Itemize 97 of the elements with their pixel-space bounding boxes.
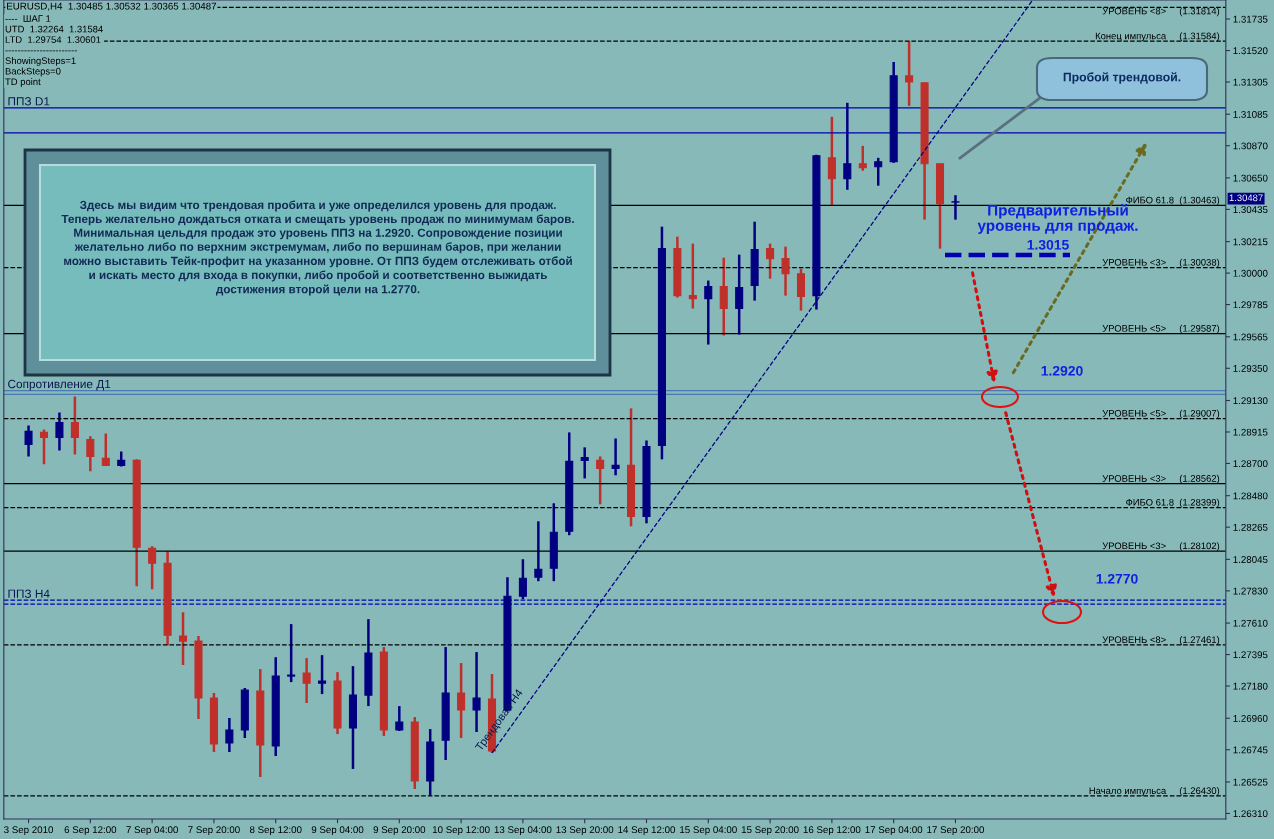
y-tick-label: 1.29130 [1233, 397, 1268, 405]
candlestick [534, 520, 543, 583]
ref-line-label: ФИБО 61.8 (1.28399) [1126, 498, 1220, 508]
x-tick-label: 8 Sep 12:00 [249, 826, 302, 836]
text: 1.30487 [1229, 194, 1263, 202]
candlestick [827, 115, 836, 207]
x-tick-label: 9 Sep 04:00 [311, 826, 364, 836]
candlestick [302, 656, 311, 705]
annotation: Предварительный уровень для продаж. [977, 204, 1138, 234]
candlestick [318, 653, 327, 696]
ref-line-label: ФИБО 61.8 (1.30463) [1126, 196, 1220, 206]
candlestick [951, 193, 960, 221]
y-tick-label: 1.31305 [1233, 78, 1268, 86]
annotation: 1.2770 [1096, 573, 1138, 584]
y-tick-label: 1.28480 [1233, 492, 1268, 500]
x-tick-label: 15 Sep 04:00 [680, 826, 737, 836]
candlestick [704, 279, 713, 346]
candlestick [858, 144, 867, 172]
x-tick-label: 7 Sep 20:00 [188, 826, 240, 836]
y-tick-label: 1.28915 [1233, 428, 1268, 436]
candlestick [178, 610, 188, 667]
x-tick-label: 17 Sep 20:00 [927, 826, 985, 836]
candlestick [688, 242, 697, 310]
annotation: Здесь мы видим что трендовая пробита и уже определился уровень для продаж. Теперь желательно дождаться отката и смещать уровень продаж по минимумам баров. Минимальная цельдля продаж это уровень ППЗ на 1.2920. Сопровождение позиции желательно либо по верхним экстремумам, либо по вершинам баров, при желании можно выставить Тейк-профит на указанном уровне. От ППЗ будем отслеживать отбой и искать место для входа в покупки, либо пробой и соответственно выжидать достижения второй цели на 1.2770. [61, 200, 574, 296]
y-tick-label: 1.26525 [1233, 778, 1268, 786]
candlestick [719, 256, 728, 337]
annotation: 1.3015 [1027, 239, 1069, 250]
candlestick [796, 267, 806, 312]
candlestick [39, 428, 49, 466]
ref-line-label: Сопротивление Д1 [8, 379, 111, 391]
ref-line-label: Конец импульса (1.31584) [1095, 32, 1220, 42]
y-tick-label: 1.28700 [1233, 460, 1268, 468]
candlestick [55, 411, 64, 452]
y-tick-label: 1.27395 [1233, 651, 1268, 659]
candlestick [735, 253, 744, 336]
y-tick-label: 1.30215 [1233, 238, 1268, 246]
candlestick [596, 455, 605, 506]
ref-line-label: УРОВЕНЬ <8> (1.31814) [1102, 7, 1220, 17]
candlestick [766, 242, 775, 280]
y-tick-label: 1.31520 [1233, 47, 1268, 55]
annotation: ---- ШАГ 1 UTD 1.32264 1.31584 LTD 1.29754 1.30601 ----------------------- ShowingSteps=1 BackSteps=0 TD point [5, 15, 103, 87]
candlestick [874, 156, 883, 187]
candlestick [148, 545, 157, 591]
x-tick-label: 13 Sep 20:00 [556, 826, 614, 836]
candlestick [905, 39, 914, 108]
y-tick-label: 1.29350 [1233, 365, 1268, 372]
ref-line-label: УРОВЕНЬ <5> (1.29007) [1102, 409, 1220, 419]
y-tick-label: 1.28045 [1233, 556, 1268, 563]
ref-line-label: УРОВЕНЬ <3> (1.28102) [1102, 542, 1220, 552]
x-tick-label: 14 Sep 12:00 [618, 826, 676, 836]
chart-title: EURUSD,H4 1.30485 1.30532 1.30365 1.30487 [7, 2, 217, 11]
y-tick-label: 1.30650 [1233, 174, 1268, 182]
y-tick-label: 1.26310 [1233, 810, 1268, 818]
candlestick [611, 437, 620, 477]
y-tick-label: 1.27830 [1233, 587, 1268, 595]
candlestick [395, 704, 404, 733]
candlestick [86, 435, 95, 473]
ref-line-label: УРОВЕНЬ <3> (1.30038) [1102, 258, 1220, 268]
y-tick-label: 1.26745 [1233, 746, 1268, 754]
ref-line-label: ППЗ D1 [8, 97, 50, 106]
y-tick-label: 1.30000 [1233, 269, 1268, 277]
ref-line-label: УРОВЕНЬ <5> (1.29587) [1102, 324, 1220, 334]
x-tick-label: 7 Sep 04:00 [126, 826, 178, 836]
candlestick [24, 424, 33, 458]
x-tick-label: 13 Sep 04:00 [494, 826, 552, 836]
candlestick [225, 716, 234, 754]
x-tick-label: 17 Sep 04:00 [865, 826, 923, 836]
candlestick [580, 446, 589, 480]
y-tick-label: 1.30870 [1233, 142, 1268, 150]
candlestick [457, 661, 466, 740]
annotation: 1.2920 [1041, 365, 1083, 376]
candlestick [843, 101, 852, 192]
candlestick [287, 622, 296, 684]
y-tick-label: 1.30435 [1233, 206, 1268, 214]
x-tick-label: 16 Sep 12:00 [803, 826, 861, 836]
y-tick-label: 1.31735 [1233, 15, 1268, 23]
y-tick-label: 1.29565 [1233, 333, 1268, 341]
ref-line-label: ППЗ Н4 [8, 589, 50, 598]
y-tick-label: 1.27180 [1233, 682, 1268, 690]
ref-line-label: УРОВЕНЬ <8> (1.27461) [1102, 636, 1220, 645]
x-tick-label: 6 Sep 12:00 [64, 826, 117, 836]
y-tick-label: 1.29785 [1233, 301, 1268, 309]
y-tick-label: 1.31085 [1233, 110, 1268, 118]
y-tick-label: 1.27610 [1233, 619, 1268, 627]
candlestick [70, 395, 79, 456]
y-tick-label: 1.28265 [1233, 523, 1268, 531]
y-tick-label: 1.26960 [1233, 714, 1268, 722]
candlestick [518, 557, 527, 601]
x-tick-label: 10 Sep 12:00 [432, 826, 490, 836]
candlestick [781, 245, 790, 297]
x-tick-label: 3 Sep 2010 [4, 826, 54, 836]
ref-line-label: Начало импульса (1.26430) [1089, 787, 1220, 796]
annotation: Пробой трендовой. [1063, 72, 1181, 84]
x-tick-label: 15 Sep 20:00 [741, 826, 799, 836]
ref-line-label: УРОВЕНЬ <3> (1.28562) [1102, 474, 1220, 484]
candlestick [101, 432, 110, 467]
x-tick-label: 9 Sep 20:00 [373, 826, 426, 836]
